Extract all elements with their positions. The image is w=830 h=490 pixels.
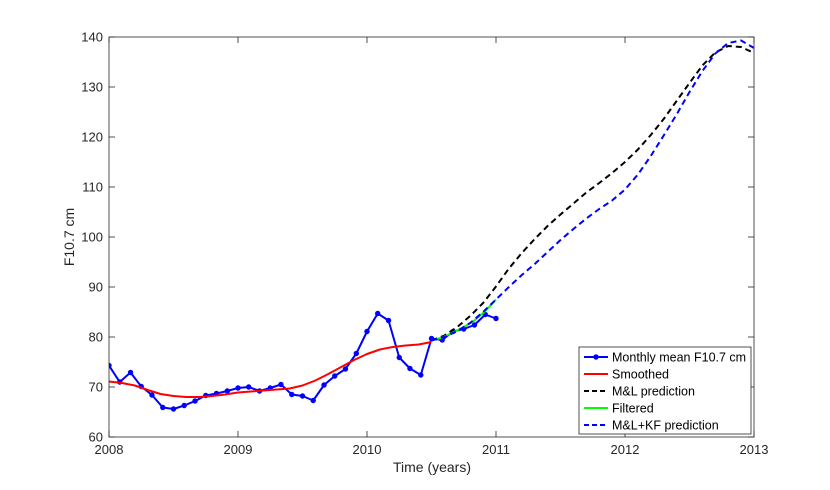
- x-tick-label: 2009: [224, 442, 253, 457]
- x-tick-label: 2011: [482, 442, 510, 457]
- x-tick-label: 2010: [353, 442, 382, 457]
- y-tick-label: 110: [82, 180, 103, 195]
- legend: Monthly mean F10.7 cm Smoothed M&L predict…: [578, 346, 752, 435]
- data-point: [353, 350, 359, 357]
- data-point: [246, 384, 252, 390]
- data-point: [418, 372, 424, 378]
- data-point: [192, 398, 198, 404]
- data-point: [224, 388, 230, 394]
- data-point: [493, 315, 499, 322]
- series-layer: [109, 39, 754, 412]
- data-point: [235, 385, 241, 391]
- data-point: [407, 365, 413, 372]
- axis-layer: 2008 2009 2010 2011 2012 2013 60 70 80 90 100 110 12…: [81, 30, 768, 458]
- legend-marker: [593, 354, 599, 360]
- data-point: [385, 317, 392, 324]
- legend-label-monthly-mean: Monthly mean F10.7 cm: [612, 350, 746, 364]
- series-line-ml-kf-prediction: [431, 39, 754, 342]
- plot-frame: [108, 36, 755, 438]
- legend-label-filtered: Filtered: [612, 401, 654, 415]
- data-point: [127, 369, 134, 376]
- data-point: [375, 310, 381, 317]
- x-tick-label: 2013: [740, 442, 769, 457]
- legend-label-smoothed: Smoothed: [612, 367, 669, 381]
- y-tick-label: 90: [89, 280, 103, 295]
- y-axis-label: F10.7 cm: [61, 208, 77, 266]
- data-point: [299, 393, 306, 399]
- y-tick-label: 70: [89, 380, 103, 395]
- data-point: [160, 404, 166, 411]
- data-point: [149, 392, 155, 398]
- data-point: [170, 406, 177, 412]
- y-tick-label: 130: [81, 80, 103, 95]
- data-point: [109, 362, 112, 369]
- legend-label-ml-kf-prediction: M&L+KF prediction: [612, 418, 719, 432]
- data-point: [332, 373, 338, 379]
- series-line-ml-prediction: [431, 45, 754, 342]
- x-axis-label: Time (years): [393, 459, 471, 475]
- y-tick-label: 100: [81, 230, 103, 245]
- y-tick-label: 80: [89, 330, 103, 345]
- data-point: [181, 402, 187, 409]
- legend-label-ml-prediction: M&L prediction: [612, 384, 695, 398]
- y-tick-label: 60: [89, 430, 103, 445]
- data-point: [321, 382, 327, 388]
- legend-box: [578, 346, 752, 435]
- data-point: [342, 366, 349, 372]
- y-tick-label: 120: [81, 130, 103, 145]
- data-point: [364, 328, 370, 335]
- series-line-smoothed: [109, 341, 432, 398]
- x-tick-label: 2012: [611, 442, 640, 457]
- y-tick-label: 140: [81, 30, 103, 45]
- data-point: [289, 391, 295, 398]
- data-point: [310, 397, 316, 404]
- data-point: [278, 381, 284, 388]
- data-point: [471, 322, 478, 328]
- x-tick-label: 2008: [95, 442, 124, 457]
- data-point: [396, 354, 402, 361]
